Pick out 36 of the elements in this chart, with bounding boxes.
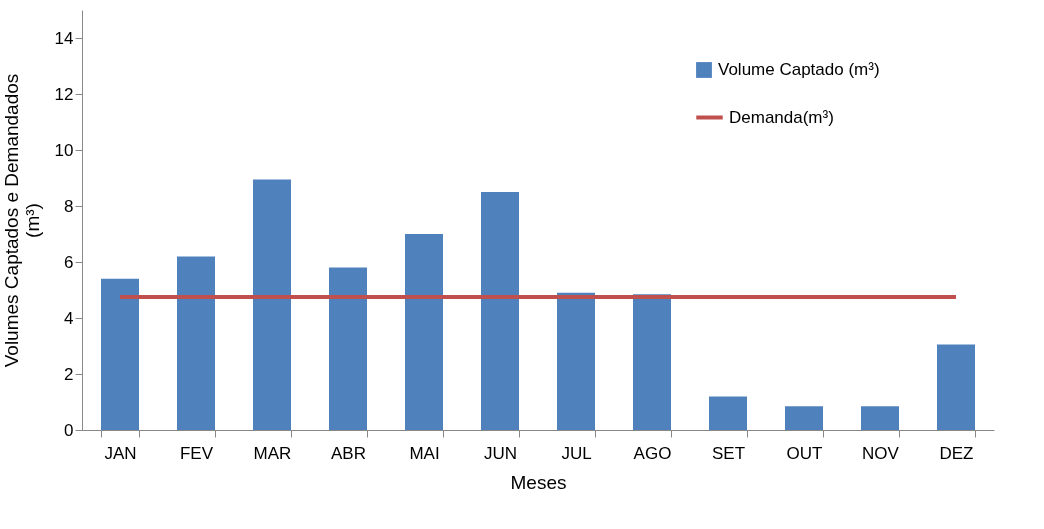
x-axis-title: Meses [510, 471, 567, 493]
legend-label: Demanda(m³) [729, 107, 834, 127]
x-tick-label: MAI [409, 443, 440, 463]
y-tick-label: 2 [64, 364, 74, 384]
bar [633, 294, 671, 430]
x-tick-label: OUT [786, 443, 823, 463]
x-tick-label: MAR [253, 443, 292, 463]
legend-label: Volume Captado (m³) [718, 60, 880, 79]
y-tick-label: 14 [54, 28, 74, 48]
bar [937, 344, 975, 430]
bar [709, 396, 747, 430]
y-tick-label: 4 [64, 308, 74, 328]
x-tick-label: DEZ [939, 443, 974, 463]
y-tick-label: 8 [64, 196, 74, 216]
x-tick-label: AGO [633, 443, 672, 463]
bar [329, 267, 367, 430]
x-tick-label: FEV [179, 443, 214, 463]
bar [785, 406, 823, 430]
x-tick-label: JUL [561, 443, 592, 463]
bar [253, 179, 291, 430]
x-tick-label: JAN [104, 443, 137, 463]
y-tick-label: 6 [64, 252, 74, 272]
bar [101, 278, 139, 430]
bar [557, 292, 595, 430]
bar [177, 256, 215, 430]
y-axis-title: Volumes Captados e Demandados (m³) [0, 73, 43, 368]
x-tick-label: JUN [483, 443, 518, 463]
x-tick-label: ABR [331, 443, 366, 463]
bar [481, 192, 519, 430]
x-tick-label: NOV [862, 443, 900, 463]
y-tick-label: 12 [54, 84, 74, 104]
bar [405, 234, 443, 430]
y-tick-label: 0 [64, 420, 74, 440]
x-tick-label: SET [711, 443, 746, 463]
y-tick-label: 10 [54, 140, 74, 160]
bar [861, 406, 899, 430]
